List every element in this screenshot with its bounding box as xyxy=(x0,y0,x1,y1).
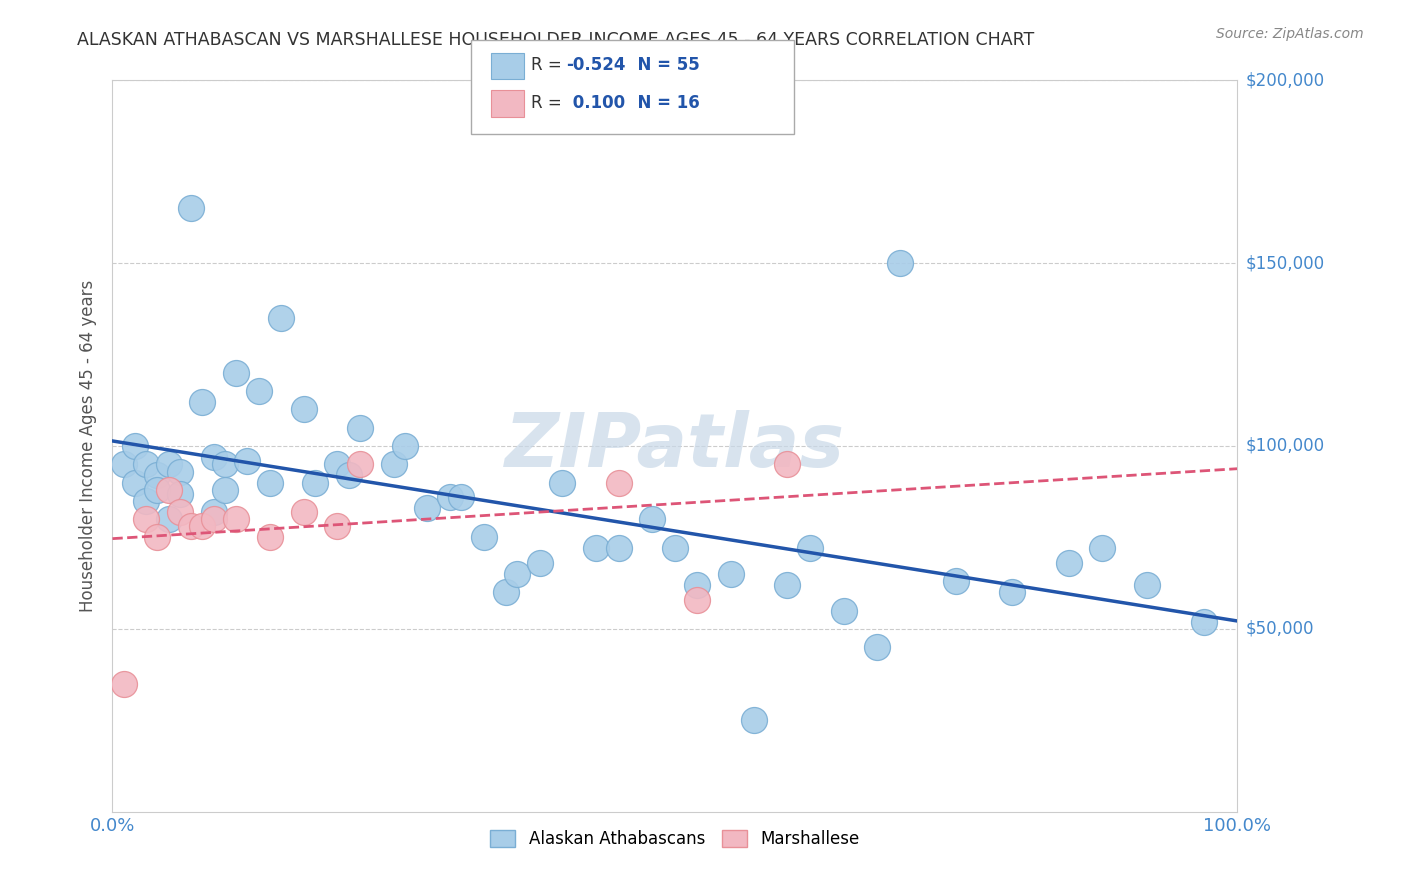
Point xyxy=(146,468,169,483)
Point xyxy=(686,592,709,607)
Point xyxy=(124,439,146,453)
Point xyxy=(191,519,214,533)
Point xyxy=(180,519,202,533)
Point xyxy=(214,483,236,497)
Point xyxy=(259,530,281,544)
Point xyxy=(202,450,225,464)
Point xyxy=(259,475,281,490)
Point xyxy=(416,501,439,516)
Point xyxy=(292,402,315,417)
Text: $100,000: $100,000 xyxy=(1246,437,1324,455)
Point xyxy=(326,457,349,471)
Point xyxy=(472,530,495,544)
Point xyxy=(742,714,765,728)
Point xyxy=(135,512,157,526)
Point xyxy=(135,493,157,508)
Point xyxy=(157,512,180,526)
Point xyxy=(180,201,202,215)
Text: N = 55: N = 55 xyxy=(626,56,699,74)
Point xyxy=(641,512,664,526)
Point xyxy=(191,395,214,409)
Point xyxy=(124,475,146,490)
Point xyxy=(382,457,405,471)
Text: ALASKAN ATHABASCAN VS MARSHALLESE HOUSEHOLDER INCOME AGES 45 - 64 YEARS CORRELAT: ALASKAN ATHABASCAN VS MARSHALLESE HOUSEH… xyxy=(77,31,1035,49)
Text: R =: R = xyxy=(531,56,568,74)
Point xyxy=(1057,556,1080,570)
Point xyxy=(247,384,270,398)
Text: Source: ZipAtlas.com: Source: ZipAtlas.com xyxy=(1216,27,1364,41)
Legend: Alaskan Athabascans, Marshallese: Alaskan Athabascans, Marshallese xyxy=(484,823,866,855)
Point xyxy=(585,541,607,556)
Point xyxy=(450,490,472,504)
Point xyxy=(551,475,574,490)
Point xyxy=(607,541,630,556)
Point xyxy=(945,574,967,589)
Point xyxy=(1001,585,1024,599)
Point xyxy=(394,439,416,453)
Point xyxy=(349,420,371,434)
Point xyxy=(157,457,180,471)
Text: 0.100: 0.100 xyxy=(567,94,624,112)
Point xyxy=(495,585,517,599)
Point xyxy=(202,505,225,519)
Point xyxy=(799,541,821,556)
Text: $200,000: $200,000 xyxy=(1246,71,1324,89)
Point xyxy=(236,453,259,467)
Point xyxy=(169,465,191,479)
Point xyxy=(292,505,315,519)
Point xyxy=(326,519,349,533)
Point xyxy=(169,505,191,519)
Text: $50,000: $50,000 xyxy=(1246,620,1315,638)
Point xyxy=(304,475,326,490)
Point xyxy=(270,310,292,325)
Point xyxy=(135,457,157,471)
Point xyxy=(832,603,855,617)
Point xyxy=(607,475,630,490)
Point xyxy=(1091,541,1114,556)
Point xyxy=(776,578,799,592)
Point xyxy=(866,640,889,655)
Point xyxy=(157,483,180,497)
Point xyxy=(686,578,709,592)
Text: N = 16: N = 16 xyxy=(626,94,699,112)
Point xyxy=(202,512,225,526)
Point xyxy=(112,676,135,690)
Text: R =: R = xyxy=(531,94,568,112)
Point xyxy=(664,541,686,556)
Point xyxy=(146,530,169,544)
Point xyxy=(214,457,236,471)
Point xyxy=(720,567,742,582)
Point xyxy=(506,567,529,582)
Point xyxy=(349,457,371,471)
Point xyxy=(225,512,247,526)
Point xyxy=(112,457,135,471)
Point xyxy=(889,256,911,270)
Text: $150,000: $150,000 xyxy=(1246,254,1324,272)
Point xyxy=(1192,615,1215,629)
Point xyxy=(776,457,799,471)
Point xyxy=(439,490,461,504)
Text: ZIPatlas: ZIPatlas xyxy=(505,409,845,483)
Point xyxy=(146,483,169,497)
Point xyxy=(169,486,191,500)
Point xyxy=(1136,578,1159,592)
Y-axis label: Householder Income Ages 45 - 64 years: Householder Income Ages 45 - 64 years xyxy=(79,280,97,612)
Point xyxy=(529,556,551,570)
Text: -0.524: -0.524 xyxy=(567,56,626,74)
Point xyxy=(337,468,360,483)
Point xyxy=(225,366,247,380)
